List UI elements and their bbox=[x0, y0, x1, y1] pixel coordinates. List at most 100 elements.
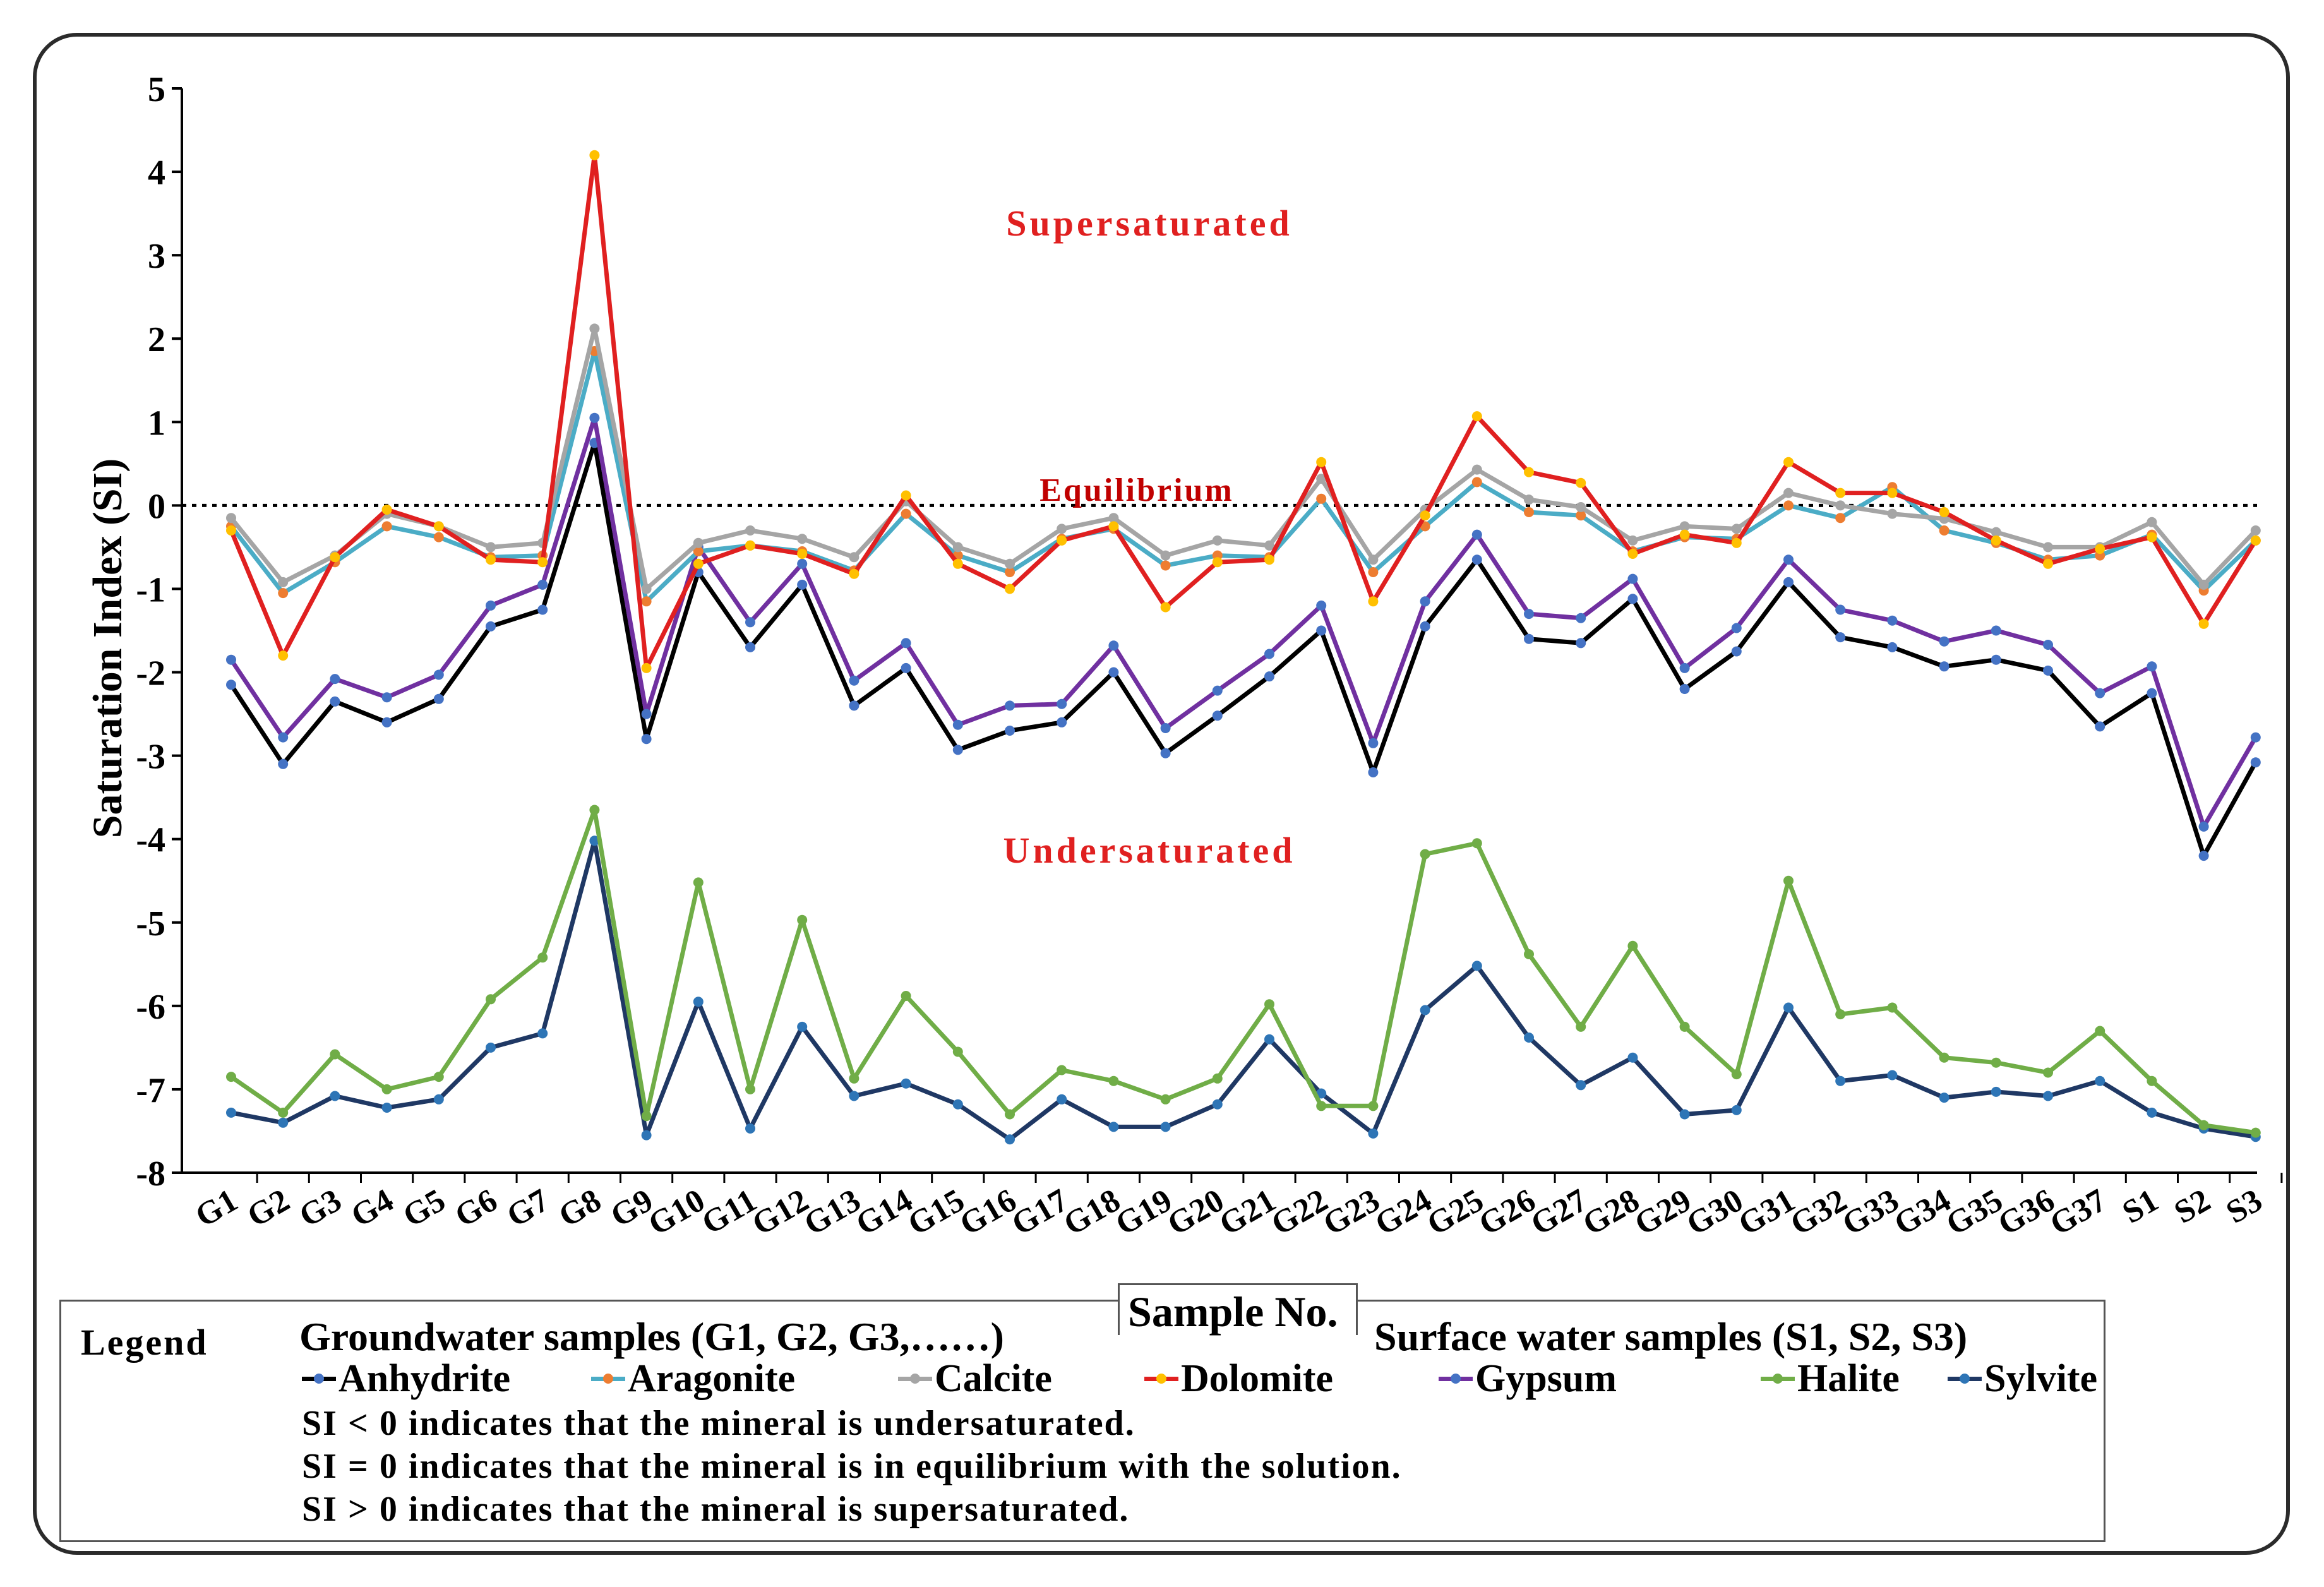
data-point-halite bbox=[641, 1111, 652, 1122]
data-point-sylvite bbox=[901, 1078, 911, 1089]
legend-swatch-gypsum bbox=[1439, 1373, 1473, 1384]
data-point-halite bbox=[2147, 1075, 2157, 1086]
data-point-gypsum bbox=[381, 692, 392, 703]
data-point-calcite bbox=[226, 513, 236, 524]
data-point-dolomite bbox=[1731, 537, 1742, 548]
data-point-calcite bbox=[641, 584, 652, 594]
series-aragonite bbox=[226, 346, 2261, 607]
data-point-anhydrite bbox=[1316, 625, 1327, 636]
data-point-gypsum bbox=[1991, 625, 2001, 636]
data-point-aragonite bbox=[1316, 493, 1327, 504]
data-point-gypsum bbox=[2095, 688, 2105, 698]
data-point-halite bbox=[1835, 1009, 1846, 1020]
data-point-dolomite bbox=[330, 552, 340, 563]
data-point-halite bbox=[2095, 1026, 2105, 1036]
legend-swatch-aragonite bbox=[591, 1373, 625, 1384]
data-point-halite bbox=[278, 1107, 289, 1118]
data-point-gypsum bbox=[1005, 700, 1015, 711]
data-point-halite bbox=[2043, 1067, 2053, 1078]
data-point-gypsum bbox=[1471, 529, 1482, 540]
data-point-gypsum bbox=[745, 617, 755, 628]
data-point-anhydrite bbox=[901, 662, 911, 673]
data-point-calcite bbox=[1471, 464, 1482, 475]
data-point-dolomite bbox=[381, 505, 392, 515]
data-point-halite bbox=[1627, 940, 1638, 951]
data-point-aragonite bbox=[1576, 510, 1586, 521]
data-point-calcite bbox=[745, 525, 755, 536]
data-point-halite bbox=[486, 994, 496, 1005]
data-point-halite bbox=[1264, 999, 1274, 1010]
series-line-halite bbox=[230, 808, 2256, 1135]
data-point-anhydrite bbox=[330, 696, 340, 707]
data-point-calcite bbox=[1212, 535, 1223, 546]
data-point-gypsum bbox=[226, 654, 236, 665]
data-point-calcite bbox=[693, 537, 704, 548]
data-point-halite bbox=[381, 1084, 392, 1094]
legend-marker-dolomite bbox=[1156, 1373, 1166, 1384]
data-point-dolomite bbox=[1783, 457, 1794, 467]
data-point-aragonite bbox=[1005, 567, 1015, 577]
data-point-sylvite bbox=[1108, 1122, 1119, 1132]
y-tick-label: -2 bbox=[136, 654, 165, 693]
data-point-gypsum bbox=[797, 558, 808, 569]
data-point-anhydrite bbox=[2095, 721, 2105, 732]
data-point-calcite bbox=[1108, 513, 1119, 524]
data-point-dolomite bbox=[589, 150, 600, 160]
data-point-dolomite bbox=[1264, 554, 1274, 565]
y-tick-label: -8 bbox=[136, 1154, 165, 1194]
data-point-dolomite bbox=[1420, 510, 1430, 521]
legend-entry-aragonite: Aragonite bbox=[591, 1356, 795, 1401]
data-point-anhydrite bbox=[1627, 594, 1638, 604]
data-point-sylvite bbox=[537, 1028, 548, 1039]
data-point-calcite bbox=[797, 534, 808, 544]
data-point-aragonite bbox=[693, 546, 704, 556]
data-point-dolomite bbox=[433, 521, 444, 532]
data-point-halite bbox=[1108, 1075, 1119, 1086]
data-point-gypsum bbox=[1524, 609, 1534, 620]
data-point-halite bbox=[1160, 1094, 1171, 1105]
data-point-anhydrite bbox=[1939, 661, 1950, 672]
legend-entry-gypsum: Gypsum bbox=[1439, 1356, 1617, 1401]
data-point-sylvite bbox=[433, 1094, 444, 1105]
data-point-halite bbox=[1887, 1002, 1898, 1013]
y-tick-label: -6 bbox=[136, 988, 165, 1027]
chart-frame bbox=[33, 33, 2290, 1555]
data-point-halite bbox=[1471, 838, 1482, 849]
data-point-calcite bbox=[1057, 524, 1067, 534]
legend-groundwater: Groundwater samples (G1, G2, G3,……) bbox=[299, 1314, 1004, 1359]
data-point-halite bbox=[901, 991, 911, 1001]
x-tick-label: S3 bbox=[2220, 1182, 2268, 1231]
annotation-supersaturated: Supersaturated bbox=[1006, 203, 1292, 244]
data-point-anhydrite bbox=[1524, 633, 1534, 644]
data-point-aragonite bbox=[1835, 513, 1846, 524]
data-point-sylvite bbox=[1471, 961, 1482, 971]
data-point-gypsum bbox=[1160, 723, 1171, 733]
data-point-sylvite bbox=[226, 1107, 236, 1118]
data-point-halite bbox=[1991, 1057, 2001, 1068]
data-point-sylvite bbox=[641, 1130, 652, 1141]
data-point-halite bbox=[745, 1084, 755, 1094]
legend-marker-halite bbox=[1773, 1373, 1783, 1384]
data-point-sylvite bbox=[1991, 1086, 2001, 1097]
data-point-halite bbox=[537, 952, 548, 963]
x-tick-label: G2 bbox=[241, 1182, 296, 1235]
data-point-anhydrite bbox=[1835, 632, 1846, 643]
data-point-calcite bbox=[849, 552, 860, 563]
data-point-anhydrite bbox=[1160, 748, 1171, 758]
data-point-gypsum bbox=[641, 709, 652, 719]
data-point-sylvite bbox=[1420, 1005, 1430, 1015]
data-point-anhydrite bbox=[1731, 646, 1742, 657]
data-point-gypsum bbox=[330, 674, 340, 685]
data-point-halite bbox=[330, 1049, 340, 1060]
data-point-sylvite bbox=[278, 1117, 289, 1128]
data-point-calcite bbox=[1316, 474, 1327, 484]
data-point-halite bbox=[1005, 1109, 1015, 1120]
y-tick-label: -3 bbox=[136, 738, 165, 777]
data-point-calcite bbox=[1679, 521, 1690, 532]
y-tick-label: 5 bbox=[148, 70, 165, 109]
x-tick-label: G4 bbox=[345, 1182, 400, 1235]
data-point-calcite bbox=[1264, 540, 1274, 551]
data-point-dolomite bbox=[2147, 532, 2157, 542]
data-point-aragonite bbox=[1783, 500, 1794, 511]
legend-swatch-dolomite bbox=[1144, 1373, 1178, 1384]
